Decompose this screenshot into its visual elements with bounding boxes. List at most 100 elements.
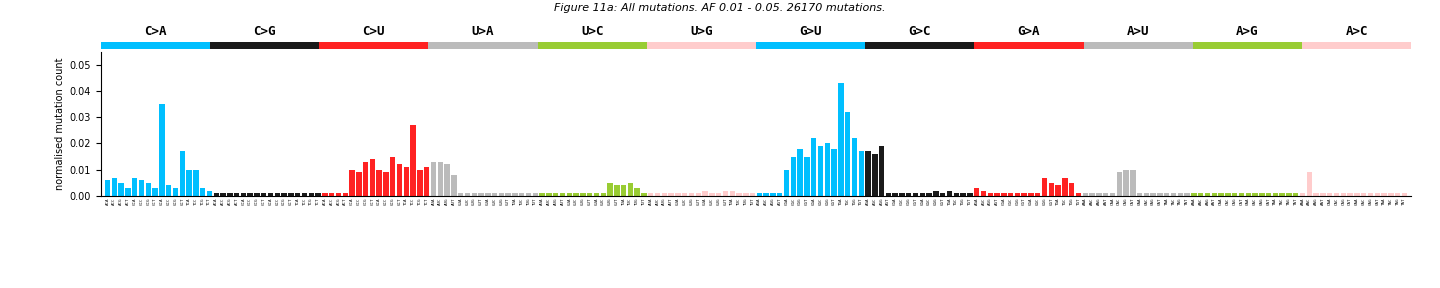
Bar (778, 193, 782, 196)
Bar (683, 193, 687, 196)
Bar (478, 193, 484, 196)
Bar (641, 193, 647, 196)
Bar (1286, 193, 1292, 196)
Bar (1084, 42, 1192, 49)
Text: C>A: C>A (144, 25, 167, 38)
Bar (336, 193, 341, 196)
Bar (233, 193, 239, 196)
Bar (1171, 193, 1176, 196)
Bar (410, 125, 416, 196)
Bar (1246, 193, 1251, 196)
Bar (1068, 183, 1074, 196)
Bar (248, 193, 253, 196)
Bar (566, 193, 572, 196)
Bar (513, 193, 518, 196)
Bar (878, 146, 884, 196)
Bar (200, 188, 206, 196)
Bar (851, 138, 857, 196)
Bar (1185, 193, 1189, 196)
Bar (1306, 172, 1312, 196)
Text: A>G: A>G (1236, 25, 1259, 38)
Bar (608, 183, 613, 196)
Bar (621, 185, 626, 196)
Bar (893, 193, 899, 196)
Bar (716, 193, 721, 196)
Bar (1211, 193, 1217, 196)
Bar (675, 193, 681, 196)
Bar (588, 193, 592, 196)
Bar (1191, 193, 1197, 196)
Bar (1015, 193, 1020, 196)
Bar (811, 138, 816, 196)
Bar (613, 185, 619, 196)
Bar (403, 167, 409, 196)
Bar (546, 193, 552, 196)
Bar (418, 170, 422, 196)
Bar (343, 193, 348, 196)
Bar (1280, 193, 1284, 196)
Bar (295, 193, 301, 196)
Bar (920, 193, 924, 196)
Bar (1388, 193, 1394, 196)
Bar (1381, 193, 1387, 196)
Bar (756, 193, 762, 196)
Bar (756, 42, 865, 49)
Bar (255, 193, 259, 196)
Bar (1035, 193, 1041, 196)
Bar (153, 188, 158, 196)
Bar (968, 193, 972, 196)
Bar (1008, 193, 1014, 196)
Bar (397, 164, 402, 196)
Text: U>C: U>C (580, 25, 603, 38)
Bar (946, 191, 952, 196)
Bar (1368, 193, 1374, 196)
Bar (1090, 193, 1094, 196)
Bar (451, 175, 456, 196)
Bar (445, 164, 449, 196)
Bar (1143, 193, 1149, 196)
Bar (1302, 42, 1411, 49)
Bar (635, 188, 639, 196)
Bar (865, 151, 871, 196)
Bar (1233, 193, 1237, 196)
Bar (873, 154, 877, 196)
Bar (1253, 193, 1257, 196)
Bar (1198, 193, 1204, 196)
Bar (1043, 177, 1047, 196)
Bar (1328, 193, 1332, 196)
Bar (1361, 193, 1367, 196)
Bar (668, 193, 674, 196)
Bar (953, 193, 959, 196)
Bar (975, 42, 1084, 49)
Bar (1063, 177, 1067, 196)
Bar (540, 193, 544, 196)
Bar (533, 193, 539, 196)
Bar (383, 172, 389, 196)
Bar (661, 193, 667, 196)
Bar (1313, 193, 1319, 196)
Bar (593, 193, 599, 196)
Bar (1076, 193, 1081, 196)
Bar (886, 193, 891, 196)
Bar (647, 42, 756, 49)
Bar (485, 193, 491, 196)
Bar (743, 193, 749, 196)
Bar (899, 193, 904, 196)
Bar (560, 193, 566, 196)
Bar (838, 83, 844, 196)
Bar (1266, 193, 1272, 196)
Bar (1395, 193, 1400, 196)
Bar (1028, 193, 1034, 196)
Bar (981, 191, 986, 196)
Bar (994, 193, 999, 196)
Bar (438, 162, 444, 196)
Bar (791, 157, 796, 196)
Bar (798, 149, 804, 196)
Text: G>A: G>A (1018, 25, 1040, 38)
Bar (655, 193, 661, 196)
Bar (180, 151, 184, 196)
Bar (1238, 193, 1244, 196)
Bar (1259, 193, 1264, 196)
Bar (723, 191, 729, 196)
Y-axis label: normalised mutation count: normalised mutation count (55, 58, 65, 190)
